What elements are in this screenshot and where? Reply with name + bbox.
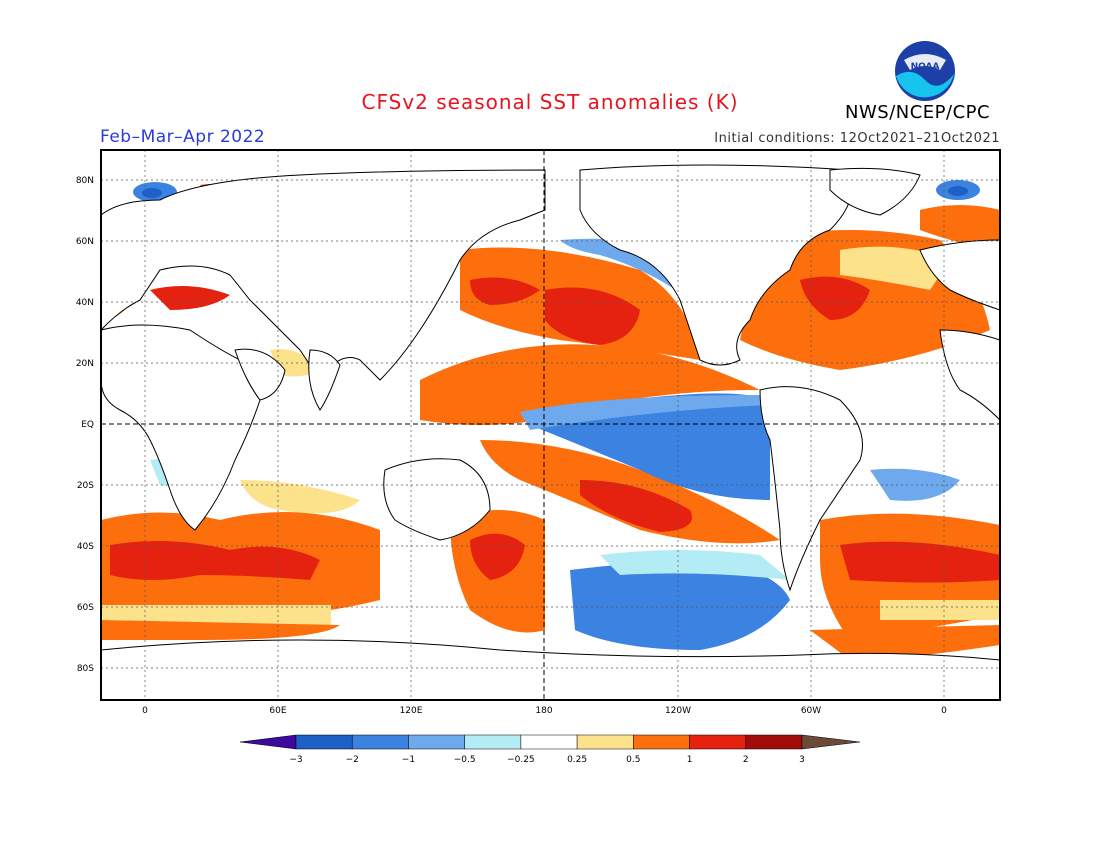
lon-label: 180 bbox=[535, 706, 552, 716]
lat-label: 40N bbox=[76, 298, 94, 308]
colorbar-bin bbox=[408, 734, 465, 750]
lat-label: 60N bbox=[76, 237, 94, 247]
colorbar-bin bbox=[464, 734, 522, 750]
land-antarctica bbox=[101, 639, 1000, 700]
colorbar-tick-label: −1 bbox=[402, 755, 415, 765]
lat-label: 60S bbox=[77, 603, 94, 613]
anomaly-warm-greenland-east bbox=[920, 205, 1000, 250]
lon-label: 120E bbox=[400, 706, 423, 716]
colorbar-tick-label: 0.5 bbox=[626, 755, 640, 765]
anomaly-warm-west-pacific bbox=[420, 344, 760, 425]
anomaly-cool-equatorial-pacific-fringe bbox=[520, 395, 770, 430]
colorbar-bin bbox=[576, 734, 634, 750]
colorbar-tick-label: −3 bbox=[289, 755, 302, 765]
colorbar-bin bbox=[351, 734, 409, 750]
anomaly-cool-southeast-pacific-fringe bbox=[600, 550, 790, 580]
anomaly-cool-southeast-pacific bbox=[570, 560, 790, 650]
lon-label: 0 bbox=[941, 706, 947, 716]
land-south-america bbox=[759, 386, 863, 592]
anomaly-cool-south-atlantic bbox=[870, 468, 960, 501]
colorbar-min-arrow bbox=[239, 734, 297, 750]
land-australia bbox=[383, 458, 491, 541]
anomaly-warm-indian-ocean bbox=[240, 480, 360, 514]
anomaly-warm-southern-belt-east-strong bbox=[840, 541, 1000, 583]
lat-label: 80S bbox=[77, 664, 94, 674]
continents bbox=[101, 164, 1000, 700]
colorbar-bin bbox=[633, 734, 690, 750]
anomaly-warm-kuroshio bbox=[470, 277, 540, 305]
colorbar-tick-label: −0.25 bbox=[507, 755, 535, 765]
reference-lines bbox=[101, 150, 1000, 700]
anomaly-warm-atlantic-yellow bbox=[840, 246, 950, 290]
initial-conditions: Initial conditions: 12Oct2021–21Oct2021 bbox=[714, 131, 1000, 146]
colorbar-tick-label: 3 bbox=[799, 755, 805, 765]
lon-label: 120W bbox=[665, 706, 691, 716]
anomaly-fields bbox=[101, 180, 1000, 660]
colorbar-bin bbox=[689, 734, 747, 750]
colorbar-tick-label: 0.25 bbox=[567, 755, 587, 765]
colorbar-tick-label: 1 bbox=[687, 755, 693, 765]
land-india bbox=[308, 349, 341, 411]
land-europe-west bbox=[919, 239, 1000, 311]
anomaly-antarctic-yellow-west bbox=[101, 605, 331, 625]
colorbar-tick-label: 2 bbox=[743, 755, 749, 765]
anomaly-warm-mediterranean bbox=[150, 286, 230, 310]
colorbar-bin bbox=[520, 734, 578, 750]
anomaly-antarctic-warm-east bbox=[810, 625, 1000, 660]
anomaly-antarctic-warm-west bbox=[101, 620, 340, 640]
map-frame bbox=[100, 149, 1001, 701]
longitude-labels: 0 60E 120E 180 120W 60W 0 bbox=[142, 706, 947, 716]
land-africa bbox=[101, 324, 261, 531]
colorbar-bin bbox=[295, 734, 353, 750]
lon-label: 60W bbox=[801, 706, 821, 716]
map-title: CFSv2 seasonal SST anomalies (K) bbox=[361, 90, 739, 114]
colorbar: −3 −2 −1 −0.5 −0.25 0.25 0.5 1 2 3 bbox=[239, 734, 861, 765]
colorbar-tick-label: −0.5 bbox=[454, 755, 476, 765]
agency-label: NWS/NCEP/CPC bbox=[845, 102, 991, 123]
noaa-logo: NOAA bbox=[895, 41, 955, 101]
lat-label: EQ bbox=[81, 420, 94, 430]
latitude-labels: 80N 60N 40N 20N EQ 20S 40S 60S 80S bbox=[76, 176, 94, 674]
anomaly-warm-north-atlantic-core bbox=[800, 276, 870, 320]
noaa-logo-text: NOAA bbox=[911, 62, 940, 72]
lat-label: 20S bbox=[77, 481, 94, 491]
lat-label: 20N bbox=[76, 359, 94, 369]
lat-label: 80N bbox=[76, 176, 94, 186]
colorbar-bin bbox=[745, 734, 803, 750]
anomaly-warm-southern-belt-strong bbox=[110, 541, 320, 580]
anomaly-antarctic-yellow-east bbox=[880, 600, 1000, 620]
colorbar-max-arrow bbox=[801, 734, 861, 750]
lon-label: 0 bbox=[142, 706, 148, 716]
land-eurasia bbox=[101, 169, 546, 381]
land-africa-east-repeat bbox=[939, 329, 1000, 421]
anomaly-warm-tasman bbox=[470, 533, 525, 580]
lat-label: 40S bbox=[77, 542, 94, 552]
graticule bbox=[101, 150, 1000, 700]
lon-label: 60E bbox=[269, 706, 286, 716]
forecast-period: Feb–Mar–Apr 2022 bbox=[100, 127, 266, 147]
colorbar-tick-label: −2 bbox=[346, 755, 359, 765]
land-arabia bbox=[234, 348, 286, 401]
anomaly-warm-south-pacific-core bbox=[580, 480, 692, 532]
